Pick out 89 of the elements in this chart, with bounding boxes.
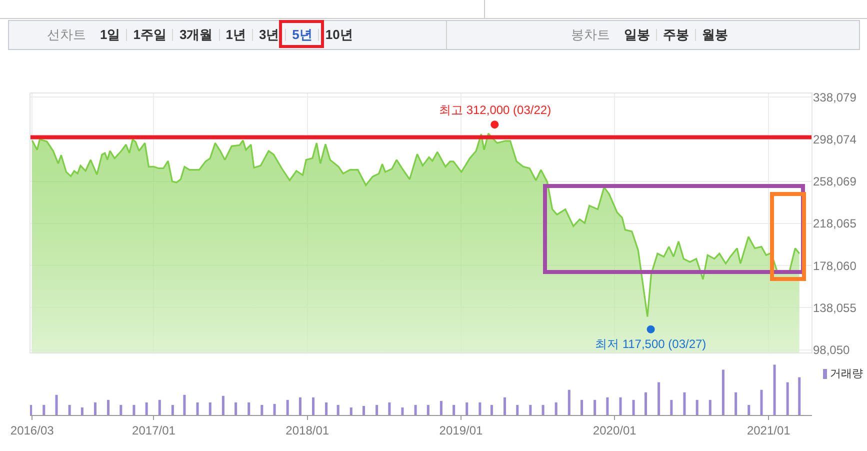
- bar: [30, 404, 32, 415]
- bar: [440, 400, 442, 415]
- bar: [748, 404, 750, 415]
- bar: [606, 397, 609, 415]
- bar: [594, 400, 596, 415]
- bar: [529, 404, 532, 415]
- y-tick-label: 138,055: [813, 300, 857, 315]
- bar: [55, 394, 58, 415]
- bar: [708, 400, 712, 415]
- bar: [260, 404, 264, 415]
- text: 1년: [218, 27, 252, 42]
- bar: [670, 400, 673, 415]
- text: 3개월: [172, 27, 219, 42]
- bar: [107, 400, 110, 415]
- annotation: 최고 312,000 (03/22): [439, 103, 552, 117]
- bar: [632, 400, 635, 415]
- bar: [171, 404, 174, 415]
- bar: [568, 390, 570, 415]
- y-tick-label: 178,060: [813, 258, 857, 273]
- bar: [68, 404, 71, 415]
- bar: [503, 397, 506, 415]
- bar: [478, 402, 482, 415]
- bar: [183, 394, 186, 415]
- text: 월봉: [695, 27, 734, 42]
- y-tick-label: 298,074: [813, 132, 857, 146]
- text: 선차트: [47, 26, 87, 44]
- bar: [248, 402, 250, 415]
- y-tick-label: 258,069: [813, 174, 857, 189]
- text: 3년: [252, 27, 286, 42]
- bar: [490, 404, 493, 415]
- text: 5년: [285, 27, 318, 42]
- x-tick-label: 2018/01: [286, 423, 330, 438]
- bar: [798, 377, 801, 415]
- text: 봉차트: [571, 26, 611, 44]
- text: 일봉: [623, 27, 651, 42]
- x-tick-label: 2021/01: [746, 423, 791, 438]
- bar: [208, 402, 212, 415]
- bar: [325, 402, 328, 415]
- bar: [786, 382, 789, 415]
- bar: [234, 402, 238, 415]
- bar: [554, 402, 558, 415]
- x-tick-label: 2017/01: [132, 423, 176, 438]
- y-tick-label: 338,079: [813, 90, 857, 104]
- y-tick-label: 98,050: [813, 342, 850, 357]
- bar: [516, 404, 519, 415]
- bar: [132, 404, 136, 415]
- y-tick-label: 218,065: [813, 216, 857, 231]
- text: 1주일: [126, 27, 172, 42]
- bar: [350, 407, 352, 415]
- bar: [401, 407, 404, 415]
- bar: [683, 392, 686, 415]
- bar: [222, 396, 224, 415]
- bar: [696, 400, 698, 415]
- bar: [273, 404, 276, 415]
- bar: [286, 400, 289, 415]
- legend-label: 거래량: [830, 367, 863, 381]
- bar: [773, 364, 776, 415]
- bar: [196, 402, 199, 415]
- bar: [376, 404, 378, 415]
- bar: [388, 402, 391, 415]
- bar: [414, 404, 417, 415]
- bar: [120, 404, 122, 415]
- bar: [426, 404, 430, 415]
- bar: [158, 400, 161, 415]
- x-tick-label: 2020/01: [592, 423, 637, 438]
- bar: [336, 404, 340, 415]
- bar: [644, 392, 648, 415]
- annotation: 최저 117,500 (03/27): [595, 337, 706, 351]
- bar: [760, 390, 763, 415]
- bar: [145, 402, 148, 415]
- bar: [580, 400, 584, 415]
- bar: [94, 402, 96, 415]
- bar: [362, 406, 366, 415]
- bar: [80, 407, 84, 415]
- bar: [466, 402, 468, 415]
- bar: [42, 404, 46, 415]
- bar: [619, 397, 622, 415]
- bar: [298, 397, 302, 415]
- bar: [452, 404, 456, 415]
- x-tick-label: 2019/01: [439, 423, 483, 438]
- x-tick-label: 2016/03: [10, 423, 54, 438]
- text: 10년: [318, 27, 359, 42]
- bar: [734, 392, 738, 415]
- bar: [658, 382, 660, 415]
- text: 1일: [99, 27, 122, 42]
- bar: [542, 404, 544, 415]
- text: 주봉: [656, 27, 695, 42]
- bar: [722, 370, 724, 415]
- bar: [312, 397, 315, 415]
